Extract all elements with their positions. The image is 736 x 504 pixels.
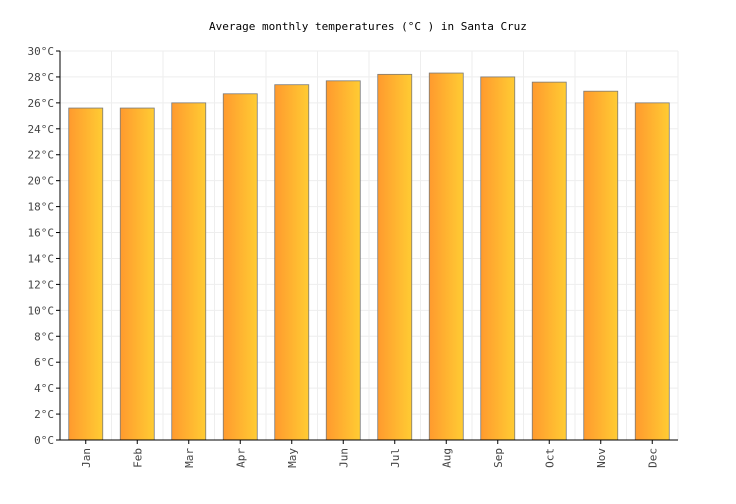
bar-jan [68, 107, 104, 441]
bar-apr [222, 93, 258, 441]
y-tick-label: 18°C [28, 201, 55, 214]
bar-feb [119, 107, 155, 441]
x-tick-label: Oct [543, 448, 556, 468]
axes [59, 51, 678, 441]
bar-dec [634, 102, 670, 441]
y-tick-label: 14°C [28, 252, 55, 265]
bar-jul [377, 73, 413, 441]
bar-may [274, 84, 310, 441]
x-tick-label: Jan [80, 448, 93, 468]
x-tick-label: May [286, 448, 299, 468]
bar-aug [428, 72, 464, 441]
y-tick-label: 24°C [28, 123, 55, 136]
y-tick-label: 16°C [28, 227, 55, 240]
chart-title: Average monthly temperatures (°C ) in Sa… [209, 20, 527, 33]
x-tick-label: Aug [440, 448, 453, 468]
y-tick-label: 30°C [28, 45, 55, 58]
x-tick-label: Nov [595, 448, 608, 468]
y-tick-label: 8°C [34, 330, 54, 343]
grid-lines [60, 50, 679, 440]
y-tick-label: 0°C [34, 434, 54, 447]
bar-mar [171, 102, 207, 441]
y-tick-label: 10°C [28, 304, 55, 317]
bar-oct [531, 81, 567, 441]
bar-jun [325, 80, 361, 441]
bar-sep [480, 76, 516, 441]
y-tick-label: 22°C [28, 149, 55, 162]
y-tick-label: 26°C [28, 97, 55, 110]
bar-nov [583, 90, 619, 441]
bars [68, 72, 670, 441]
y-tick-label: 2°C [34, 408, 54, 421]
x-tick-label: Sep [492, 448, 505, 468]
x-tick-label: Apr [234, 448, 247, 468]
y-axis-ticks: 0°C 2°C 4°C 6°C 8°C 10°C 12°C 14°C 16°C 18°C 20°C 2… [28, 45, 60, 447]
y-tick-label: 6°C [34, 356, 54, 369]
y-tick-label: 12°C [28, 278, 55, 291]
y-tick-label: 28°C [28, 71, 55, 84]
x-tick-label: Mar [183, 448, 196, 468]
y-tick-label: 20°C [28, 175, 55, 188]
x-tick-label: Jul [389, 448, 402, 468]
x-tick-label: Feb [131, 448, 144, 468]
y-tick-label: 4°C [34, 382, 54, 395]
x-tick-label: Dec [646, 448, 659, 468]
x-tick-label: Jun [337, 448, 350, 468]
x-axis-ticks: Jan Feb Mar Apr May Jun Jul Aug Sep Oct Nov Dec [80, 440, 659, 468]
